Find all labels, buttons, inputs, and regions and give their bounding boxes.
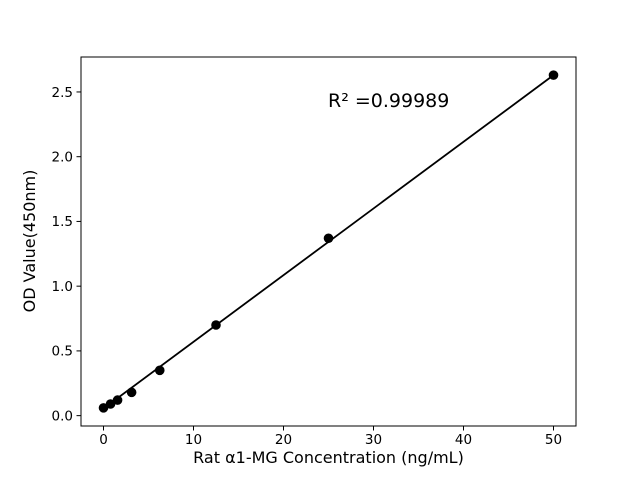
y-tick-label: 2.5 — [52, 85, 73, 101]
y-axis-label: OD Value(450nm) — [20, 169, 39, 313]
y-tick-label: 1.5 — [52, 214, 73, 230]
x-tick-label: 30 — [365, 432, 382, 448]
data-point — [126, 387, 137, 398]
y-tick-label: 0.5 — [52, 344, 73, 360]
data-point — [105, 399, 116, 409]
y-tick-label: 1.0 — [52, 279, 73, 295]
data-point — [98, 403, 109, 413]
x-tick-label: 50 — [545, 432, 562, 448]
y-tick-label: 0.0 — [52, 408, 73, 424]
y-tick-label: 2.0 — [52, 149, 73, 165]
plot-frame — [80, 56, 577, 427]
x-tick-label: 40 — [455, 432, 472, 448]
x-tick-label: 0 — [99, 432, 108, 448]
x-tick-label: 10 — [185, 432, 202, 448]
x-axis-label: Rat α1-MG Concentration (ng/mL) — [193, 448, 464, 467]
data-point — [323, 233, 334, 244]
data-point — [211, 320, 221, 330]
data-point — [548, 70, 559, 80]
r-squared-annotation: R² =0.99989 — [328, 90, 450, 112]
x-tick-label: 20 — [275, 432, 292, 448]
data-point — [154, 365, 165, 376]
data-point — [112, 395, 123, 405]
